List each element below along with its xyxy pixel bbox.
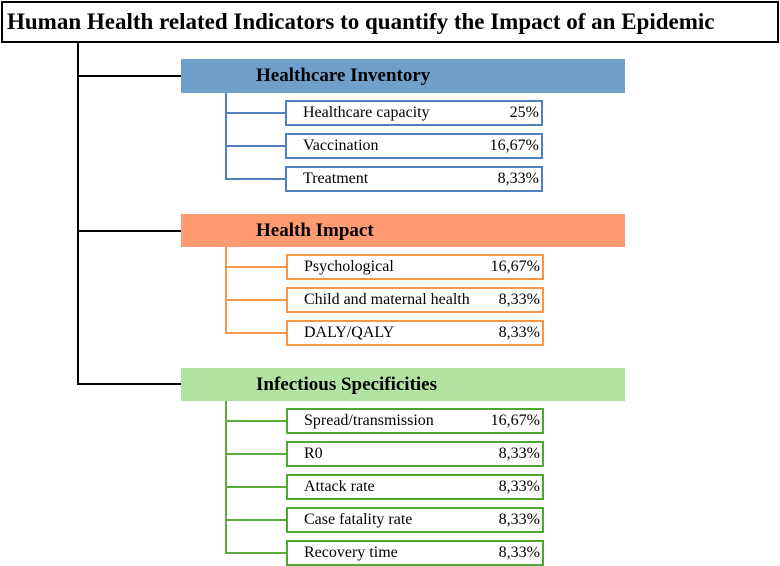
tick-line (225, 145, 285, 147)
tick-line (225, 299, 286, 301)
indicator-daly-qaly: DALY/QALY 8,33% (286, 320, 544, 346)
category-infectious-specificities: Infectious Specificities (181, 368, 625, 401)
diagram-title: Human Health related Indicators to quant… (1, 1, 779, 43)
indicator-label: Spread/transmission (304, 412, 434, 429)
indicator-treatment: Treatment 8,33% (285, 166, 543, 192)
indicator-weight: 16,67% (490, 258, 540, 275)
indicator-weight: 16,67% (489, 137, 539, 154)
indicator-child-maternal-health: Child and maternal health 8,33% (286, 287, 544, 313)
indicator-attack-rate: Attack rate 8,33% (286, 474, 544, 500)
indicator-weight: 25% (509, 104, 539, 121)
tick-line (225, 552, 286, 554)
branch-line-healthcare-inventory (225, 93, 227, 180)
connector-health-impact (77, 230, 181, 232)
indicator-label: Child and maternal health (304, 291, 470, 308)
category-label: Infectious Specificities (256, 373, 438, 395)
connector-healthcare-inventory (77, 75, 181, 77)
indicator-weight: 8,33% (497, 170, 539, 187)
indicator-weight: 8,33% (498, 291, 540, 308)
connector-infectious-specificities (77, 383, 181, 385)
indicator-label: Attack rate (304, 478, 375, 495)
indicator-label: Healthcare capacity (303, 104, 430, 121)
indicator-label: Psychological (304, 258, 394, 275)
tick-line (225, 519, 286, 521)
indicator-psychological: Psychological 16,67% (286, 254, 544, 280)
category-label: Healthcare Inventory (256, 65, 431, 86)
indicator-label: DALY/QALY (304, 324, 395, 341)
indicator-case-fatality-rate: Case fatality rate 8,33% (286, 507, 544, 533)
category-healthcare-inventory: Healthcare Inventory (181, 59, 625, 93)
category-health-impact: Health Impact (181, 214, 625, 247)
branch-line-health-impact (225, 247, 227, 334)
indicator-recovery-time: Recovery time 8,33% (286, 540, 544, 566)
indicator-label: Vaccination (303, 137, 379, 154)
indicator-r0: R0 8,33% (286, 441, 544, 467)
tick-line (225, 178, 285, 180)
indicator-label: Recovery time (304, 544, 398, 561)
tick-line (225, 266, 286, 268)
indicator-weight: 8,33% (498, 445, 540, 462)
branch-line-infectious-specificities (225, 401, 227, 554)
category-label: Health Impact (256, 219, 374, 241)
tick-line (225, 420, 286, 422)
indicator-label: Treatment (303, 170, 369, 187)
tick-line (225, 332, 286, 334)
tick-line (225, 453, 286, 455)
tick-line (225, 486, 286, 488)
indicator-weight: 8,33% (498, 544, 540, 561)
indicator-weight: 8,33% (498, 324, 540, 341)
indicator-label: R0 (304, 445, 323, 462)
indicator-label: Case fatality rate (304, 511, 413, 528)
indicator-weight: 16,67% (490, 412, 540, 429)
indicator-weight: 8,33% (498, 511, 540, 528)
main-trunk-line (77, 43, 79, 385)
indicator-weight: 8,33% (498, 478, 540, 495)
indicator-healthcare-capacity: Healthcare capacity 25% (285, 100, 543, 126)
indicator-spread-transmission: Spread/transmission 16,67% (286, 408, 544, 434)
tick-line (225, 112, 285, 114)
indicator-vaccination: Vaccination 16,67% (285, 133, 543, 159)
